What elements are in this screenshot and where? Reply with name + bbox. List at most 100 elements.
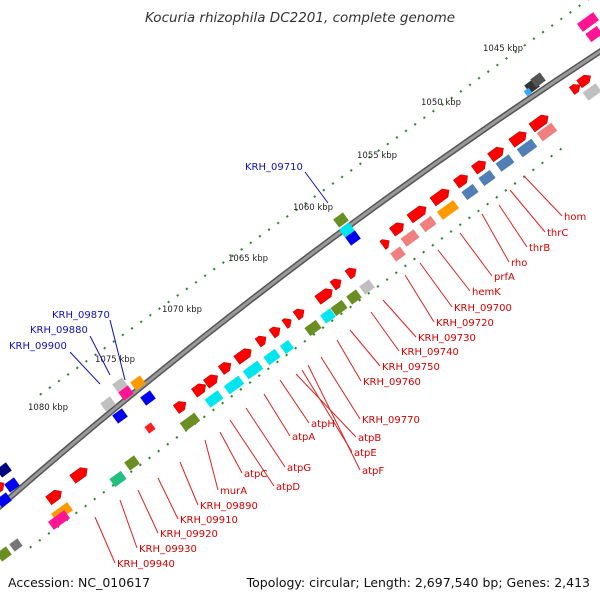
tick-mark <box>504 188 508 192</box>
tick-mark <box>285 214 289 218</box>
cds-feature <box>568 84 581 95</box>
tick-mark <box>523 43 527 47</box>
leader-line <box>219 431 243 474</box>
feature-block <box>419 215 437 233</box>
tick-mark <box>394 271 398 275</box>
cds-arrow <box>576 74 591 89</box>
tick-mark <box>84 359 88 363</box>
gene-label[interactable]: KRH_09900 <box>9 341 67 352</box>
feature-block <box>478 169 496 187</box>
feature-block <box>330 299 348 317</box>
gene-label[interactable]: KRH_09870 <box>52 310 110 321</box>
cds-feature <box>292 308 305 321</box>
gene-label[interactable]: atpC <box>244 469 267 480</box>
tick-mark <box>404 129 408 133</box>
gene-labels-blue: KRH_09710 KRH_09870 KRH_09880 KRH_09900 <box>9 162 303 352</box>
tick-mark <box>166 442 170 446</box>
gene-label[interactable]: atpH <box>311 419 335 430</box>
leader-line <box>204 439 219 491</box>
gene-label[interactable]: atpG <box>287 463 311 474</box>
tick-mark <box>94 353 97 357</box>
tick-mark <box>285 353 289 357</box>
tick-mark <box>129 470 133 474</box>
gene-label[interactable]: KRH_09730 <box>418 333 476 344</box>
gene-label[interactable]: KRH_09750 <box>382 362 440 373</box>
gene-label[interactable]: prfA <box>494 272 515 283</box>
feature-block <box>320 308 336 324</box>
leader-line <box>437 249 471 292</box>
tick-mark <box>157 307 161 311</box>
gene-label[interactable]: KRH_09740 <box>401 347 459 358</box>
leader-line <box>336 339 362 382</box>
feature-block <box>263 348 281 366</box>
feature-block <box>223 375 245 395</box>
tick-mark <box>377 149 381 153</box>
feature-block <box>582 83 600 101</box>
gene-label[interactable]: atpE <box>354 448 377 459</box>
leader-line <box>263 393 291 437</box>
tick-mark <box>559 17 563 21</box>
tick-mark <box>358 298 362 302</box>
gene-label[interactable]: thrB <box>529 243 550 254</box>
tick-mark <box>450 96 454 100</box>
cds-arrow <box>528 114 549 133</box>
cds-arrow <box>254 335 267 348</box>
gene-label[interactable]: KRH_09910 <box>180 515 238 526</box>
cds-arrow <box>329 278 342 291</box>
tick-mark <box>321 326 325 330</box>
gene-label[interactable]: KRH_09760 <box>363 377 421 388</box>
gene-label[interactable]: KRH_09710 <box>245 162 303 173</box>
gene-label[interactable]: KRH_09880 <box>30 325 88 336</box>
tick-label: 1050 kbp <box>421 98 461 108</box>
gene-label[interactable]: thrC <box>547 228 568 239</box>
tick-mark <box>304 201 308 205</box>
gene-label[interactable]: atpB <box>358 433 381 444</box>
feature-block <box>130 375 146 391</box>
tick-mark <box>75 366 79 370</box>
cds-feature <box>508 131 527 148</box>
gene-label[interactable]: hemK <box>472 287 501 298</box>
gene-label[interactable]: KRH_09890 <box>200 501 258 512</box>
tick-mark <box>376 284 380 288</box>
leader-line <box>304 171 329 204</box>
gene-label[interactable]: atpA <box>292 432 315 443</box>
gene-label[interactable]: KRH_09770 <box>362 415 420 426</box>
tick-mark <box>514 50 518 54</box>
feature-block <box>339 222 355 238</box>
feature-block <box>339 222 355 238</box>
feature-block <box>204 390 224 408</box>
gene-label[interactable]: KRH_09940 <box>117 559 175 570</box>
feature-block <box>345 230 361 246</box>
feature-block <box>140 390 156 406</box>
leader-line <box>509 189 546 233</box>
feature-block <box>585 25 600 43</box>
tick-mark <box>550 154 554 158</box>
tick-mark <box>340 175 344 179</box>
leader-line <box>157 477 179 520</box>
cds-feature <box>191 383 206 398</box>
gene-label[interactable]: atpF <box>362 466 384 477</box>
tick-mark <box>568 10 572 14</box>
tick-mark <box>294 346 298 350</box>
tick-mark <box>467 216 471 220</box>
tick-mark <box>458 223 462 227</box>
gene-label[interactable]: atpD <box>276 482 300 493</box>
tick-mark <box>249 241 253 245</box>
tick-mark <box>339 312 343 316</box>
gene-label[interactable]: hom <box>564 212 586 223</box>
tick-label: 1055 kbp <box>357 151 397 161</box>
gene-label[interactable]: KRH_09700 <box>454 303 512 314</box>
leader-line <box>295 373 357 438</box>
gene-label[interactable]: rho <box>511 258 527 269</box>
tick-mark <box>248 381 252 384</box>
tick-mark <box>532 37 536 41</box>
gene-label[interactable]: KRH_09930 <box>139 544 197 555</box>
gene-label[interactable]: murA <box>220 486 247 497</box>
leader-line <box>404 274 435 323</box>
tick-mark <box>422 116 426 120</box>
gene-label[interactable]: KRH_09920 <box>160 529 218 540</box>
cds-feature <box>268 326 281 339</box>
gene-label[interactable]: KRH_09720 <box>436 318 494 329</box>
tick-mark <box>84 504 87 508</box>
